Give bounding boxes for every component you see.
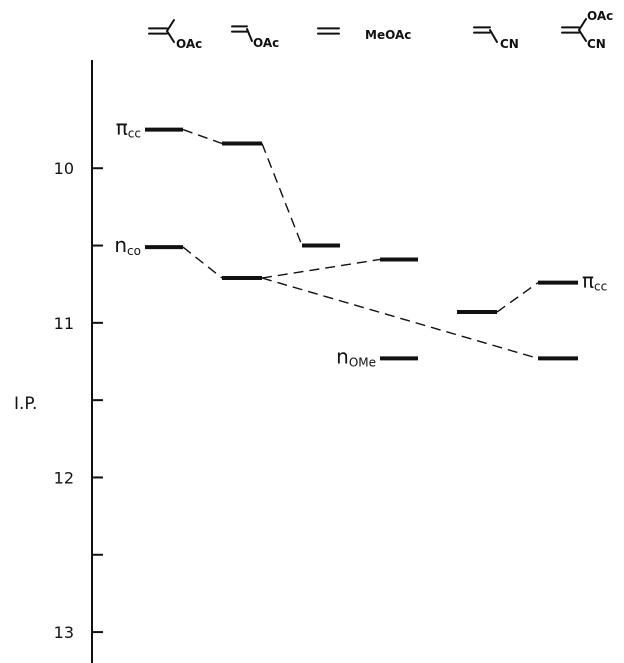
correlation-line — [182, 128, 223, 145]
level-label-subscript: co — [127, 244, 141, 258]
correlation-lines — [182, 128, 539, 360]
level-label-symbol: n — [114, 233, 127, 257]
bond-line — [166, 19, 175, 32]
molecule-label: OAc — [253, 36, 279, 50]
molecule-structure-4: MeOAc — [365, 28, 411, 42]
correlation-line — [261, 258, 381, 279]
molecule-structure-5: CN — [473, 26, 519, 51]
ip-tick-label: 10 — [54, 159, 74, 178]
molecule-label: OAc — [176, 37, 202, 51]
bond-line — [578, 18, 587, 31]
ip-tick-label: 11 — [54, 314, 74, 333]
molecule-structure-3 — [317, 27, 340, 35]
molecule-headers: OAc OAc MeOAc CN OAc CN — [148, 9, 613, 51]
molecule-label: OAc — [587, 9, 613, 23]
molecule-label: CN — [500, 37, 519, 51]
bond-line — [578, 29, 587, 42]
level-label-symbol: π — [582, 269, 594, 293]
molecule-structure-6: OAc CN — [561, 9, 613, 51]
level-label: nco — [114, 233, 141, 258]
level-label-symbol: n — [336, 344, 349, 368]
level-label: nOMe — [336, 344, 376, 369]
level-label: πcc — [116, 116, 141, 141]
correlation-line — [261, 143, 303, 246]
ip-tick-label: 12 — [54, 468, 74, 487]
level-label-subscript: OMe — [349, 355, 376, 369]
correlation-line — [261, 277, 539, 360]
ip-tick-label: 13 — [54, 623, 74, 642]
molecule-structure-2: OAc — [231, 25, 279, 50]
bond-line — [489, 29, 498, 43]
correlation-line — [496, 282, 539, 313]
level-label-symbol: π — [116, 116, 128, 140]
molecule-structure-1: OAc — [148, 19, 202, 51]
ip-axis: 10 11 12 13 I.P. — [14, 60, 103, 663]
level-label: πcc — [582, 269, 607, 294]
molecule-label: CN — [587, 37, 606, 51]
energy-levels — [145, 127, 578, 361]
level-label-subscript: cc — [128, 127, 141, 141]
correlation-line — [182, 246, 223, 279]
level-label-subscript: cc — [594, 280, 607, 294]
molecule-label: MeOAc — [365, 28, 411, 42]
bond-line — [246, 28, 253, 42]
bond-line — [166, 30, 175, 43]
ip-axis-label: I.P. — [14, 394, 37, 414]
